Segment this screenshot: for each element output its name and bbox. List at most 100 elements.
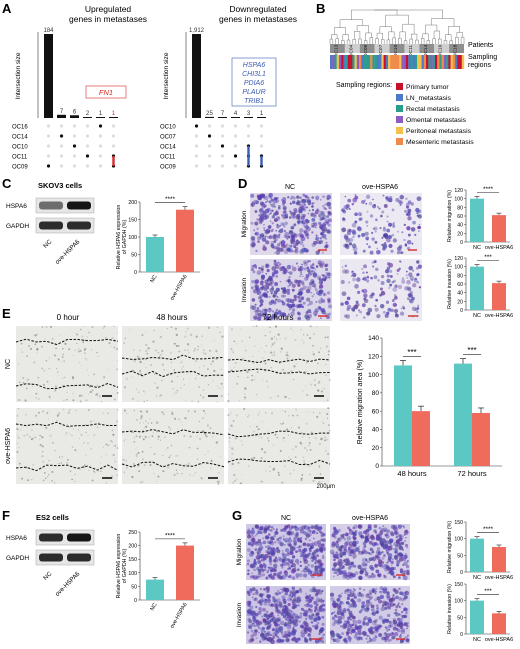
stained-cell bbox=[279, 299, 283, 303]
stained-cell bbox=[390, 524, 396, 529]
stained-cell bbox=[334, 554, 339, 559]
stained-cell bbox=[296, 239, 299, 242]
stained-cell bbox=[355, 300, 359, 304]
cell-speck bbox=[279, 423, 281, 425]
cell-speck bbox=[114, 398, 116, 401]
cell-speck bbox=[284, 337, 287, 340]
stained-cell bbox=[288, 276, 291, 279]
stained-cell bbox=[346, 596, 350, 601]
dendrogram-branch bbox=[342, 34, 349, 41]
cell-speck bbox=[162, 470, 165, 473]
stained-cell bbox=[289, 622, 292, 625]
stained-cell bbox=[372, 198, 374, 201]
lane-label: NC bbox=[42, 570, 54, 582]
stained-cell bbox=[389, 274, 393, 278]
cell-speck bbox=[153, 373, 156, 376]
stained-cell bbox=[368, 552, 371, 555]
stained-cell bbox=[295, 242, 299, 247]
cell-speck bbox=[124, 337, 127, 340]
stained-cell bbox=[310, 564, 315, 568]
stained-cell bbox=[302, 244, 305, 247]
wound-edge-top bbox=[121, 429, 225, 436]
region-cell bbox=[446, 55, 449, 69]
stained-cell bbox=[256, 227, 259, 230]
blot-band bbox=[67, 533, 91, 542]
stained-cell bbox=[373, 260, 377, 264]
dendrogram-branch bbox=[415, 39, 419, 44]
stained-cell bbox=[298, 241, 301, 244]
cell-speck bbox=[133, 462, 135, 465]
membership-dot bbox=[111, 144, 116, 148]
cell-speck bbox=[102, 327, 105, 329]
stained-cell bbox=[299, 560, 302, 563]
cell-speck bbox=[309, 448, 312, 451]
cell-speck bbox=[75, 409, 77, 411]
stained-cell bbox=[304, 625, 310, 630]
cell-speck bbox=[209, 349, 212, 352]
cell-speck bbox=[234, 479, 237, 482]
stained-cell bbox=[283, 601, 287, 604]
stained-cell bbox=[341, 227, 347, 233]
y-axis-label: Relative invasion (%) bbox=[447, 259, 453, 309]
d-row-label-invasion: Invasion bbox=[241, 278, 248, 303]
stained-cell bbox=[286, 216, 289, 219]
cell-speck bbox=[231, 481, 235, 484]
wound-edge-bottom bbox=[227, 368, 331, 375]
cell-speck bbox=[157, 475, 160, 478]
stained-cell bbox=[315, 624, 319, 627]
stained-cell bbox=[284, 540, 288, 543]
stained-cell bbox=[295, 615, 300, 620]
stained-cell bbox=[276, 617, 282, 622]
cell-speck bbox=[217, 483, 220, 485]
g-col-label-ove: ove-HSPA6 bbox=[352, 515, 388, 522]
cell-speck bbox=[146, 399, 148, 401]
cell-speck bbox=[23, 434, 25, 437]
cell-speck bbox=[140, 411, 143, 413]
cell-speck bbox=[57, 374, 59, 376]
stained-cell bbox=[291, 265, 294, 268]
bar-value-label: 3 bbox=[247, 111, 251, 117]
stained-cell bbox=[311, 224, 314, 228]
cell-speck bbox=[310, 383, 313, 386]
stained-cell bbox=[263, 226, 266, 230]
cell-speck bbox=[253, 456, 256, 459]
stained-cell bbox=[406, 571, 410, 576]
stained-cell bbox=[305, 218, 309, 222]
stained-cell bbox=[302, 542, 307, 546]
y-axis-label: Relative migration area (%) bbox=[357, 360, 364, 445]
stained-cell bbox=[255, 620, 261, 626]
stained-cell bbox=[386, 552, 389, 555]
stained-cell bbox=[341, 266, 344, 268]
membership-dot bbox=[98, 164, 103, 168]
cell-speck bbox=[18, 446, 20, 449]
cell-speck bbox=[320, 437, 324, 440]
cell-speck bbox=[306, 371, 308, 373]
cell-speck bbox=[255, 325, 258, 327]
stained-cell bbox=[352, 535, 356, 539]
stained-cell bbox=[265, 586, 270, 591]
cell-speck bbox=[36, 333, 38, 336]
cell-speck bbox=[48, 367, 51, 370]
stained-cell bbox=[346, 304, 352, 310]
stained-cell bbox=[336, 612, 339, 615]
cell-speck bbox=[58, 412, 61, 414]
stained-cell bbox=[253, 568, 256, 572]
stained-cell bbox=[263, 293, 268, 298]
dendrogram-branch bbox=[339, 19, 363, 28]
cell-speck bbox=[26, 355, 29, 358]
stained-cell bbox=[408, 272, 413, 277]
significance-label: **** bbox=[483, 186, 494, 193]
stained-cell bbox=[340, 302, 344, 306]
stained-cell bbox=[302, 301, 306, 305]
stained-cell bbox=[299, 228, 304, 233]
cell-speck bbox=[306, 334, 309, 336]
cell-speck bbox=[160, 394, 163, 396]
stained-cell bbox=[382, 525, 385, 527]
cell-speck bbox=[283, 440, 285, 442]
stained-cell bbox=[296, 195, 300, 199]
stained-cell bbox=[267, 617, 270, 621]
y-tick-label: 100 bbox=[368, 372, 379, 379]
stained-cell bbox=[290, 197, 293, 200]
stained-cell bbox=[313, 293, 315, 296]
stained-cell bbox=[286, 288, 290, 293]
